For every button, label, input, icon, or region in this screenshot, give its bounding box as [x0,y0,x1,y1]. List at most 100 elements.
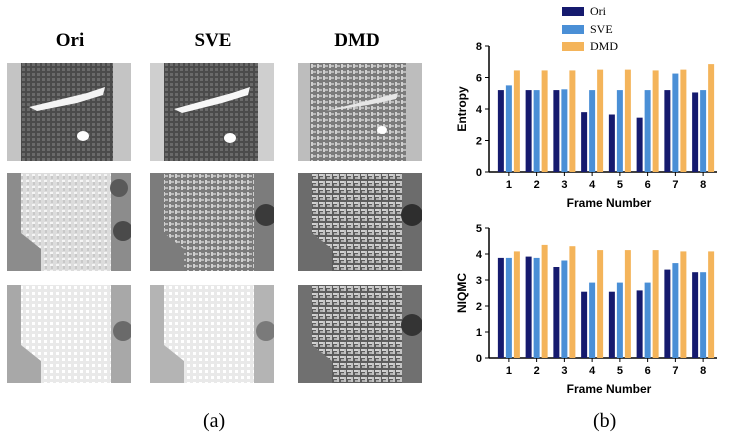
bar-entropy-sve-frame-8 [700,90,707,172]
x-tick-label: 5 [617,179,623,191]
x-tick-label: 6 [645,179,651,191]
bar-niqmc-sve-frame-5 [616,282,623,358]
column-header-sve: SVE [194,30,232,51]
x-tick-label: 8 [700,179,706,191]
bar-niqmc-sve-frame-1 [505,257,512,358]
x-tick-label: 3 [561,179,567,191]
x-tick-label: 4 [589,179,596,191]
bar-niqmc-dmd-frame-1 [513,251,520,358]
x-tick-label: 7 [672,179,678,191]
bar-entropy-sve-frame-4 [589,90,596,172]
bar-niqmc-dmd-frame-7 [680,251,687,358]
bar-entropy-sve-frame-2 [533,90,540,172]
bar-niqmc-dmd-frame-4 [597,250,604,358]
x-tick-label: 5 [617,365,623,377]
y-axis-label: Entropy [455,86,469,132]
bar-niqmc-sve-frame-2 [533,257,540,358]
bar-niqmc-sve-frame-6 [644,282,651,358]
bar-niqmc-dmd-frame-2 [541,244,548,358]
bar-entropy-sve-frame-6 [644,90,651,172]
bar-niqmc-ori-frame-5 [608,291,615,358]
x-tick-label: 1 [506,365,512,377]
image-sve-frame-3 [150,285,274,383]
x-tick-label: 8 [700,365,706,377]
column-header-dmd: DMD [334,30,380,51]
legend-label-ori: Ori [590,4,606,18]
bar-niqmc-sve-frame-4 [589,282,596,358]
legend-label-sve: SVE [590,22,613,36]
image-dmd-frame-3 [298,285,422,383]
bar-niqmc-ori-frame-1 [497,257,504,358]
caption-b: (b) [593,410,617,432]
bar-entropy-ori-frame-7 [664,90,671,172]
image-dmd-frame-1 [298,63,422,161]
image-ori-frame-1 [7,63,131,161]
bar-niqmc-sve-frame-3 [561,260,568,358]
entropy-chart: 0 2 4 6 8 Entropy 1 2 3 4 5 6 7 8 Frame Number [455,41,717,210]
bar-niqmc-ori-frame-6 [636,290,643,358]
legend-item-dmd: DMD [562,39,618,54]
bar-entropy-dmd-frame-8 [708,64,715,172]
bar-entropy-sve-frame-1 [505,85,512,172]
x-tick-label: 6 [645,365,651,377]
x-tick-label: 2 [534,365,540,377]
x-tick-label: 3 [561,365,567,377]
bar-niqmc-ori-frame-7 [664,269,671,358]
bar-niqmc-sve-frame-8 [700,272,707,358]
y-tick-label: 8 [476,41,482,53]
x-axis-label: Frame Number [567,196,652,210]
bar-entropy-dmd-frame-3 [569,70,576,172]
bar-niqmc-ori-frame-2 [525,256,532,358]
x-tick-label: 4 [589,365,596,377]
y-tick-label: 5 [476,223,482,235]
bar-niqmc-dmd-frame-5 [624,250,631,358]
caption-a: (a) [203,410,226,432]
bar-niqmc-ori-frame-8 [692,272,699,358]
legend-swatch-dmd [562,42,584,51]
bar-entropy-ori-frame-4 [581,112,588,172]
bar-niqmc-dmd-frame-8 [708,251,715,358]
column-header-ori: Ori [55,30,85,51]
y-tick-label: 0 [476,167,482,179]
bar-entropy-dmd-frame-1 [513,70,520,172]
bar-entropy-ori-frame-8 [692,92,699,172]
x-tick-label: 7 [672,365,678,377]
bar-entropy-ori-frame-5 [608,114,615,172]
bar-niqmc-dmd-frame-3 [569,246,576,358]
y-tick-label: 4 [476,249,483,261]
bar-entropy-ori-frame-3 [553,90,560,172]
bar-niqmc-ori-frame-4 [581,291,588,358]
image-sve-frame-2 [150,173,274,271]
legend-item-sve: SVE [562,22,613,37]
bar-entropy-ori-frame-6 [636,117,643,172]
bar-entropy-sve-frame-7 [672,73,679,172]
legend-swatch-sve [562,25,584,34]
image-sve-frame-1 [150,63,274,161]
bar-niqmc-dmd-frame-6 [652,250,659,358]
x-axis-label: Frame Number [567,382,652,396]
bar-entropy-ori-frame-2 [525,90,532,172]
image-ori-frame-3 [7,285,131,383]
bar-entropy-dmd-frame-5 [624,69,631,172]
legend-swatch-ori [562,7,584,16]
y-tick-label: 6 [476,73,482,85]
y-tick-label: 1 [476,327,482,339]
bar-niqmc-sve-frame-7 [672,263,679,358]
bar-entropy-dmd-frame-6 [652,70,659,172]
x-tick-label: 1 [506,179,512,191]
bar-entropy-ori-frame-1 [497,90,504,172]
bar-entropy-dmd-frame-4 [597,69,604,172]
legend-label-dmd: DMD [590,39,619,53]
bar-entropy-sve-frame-3 [561,89,568,172]
y-tick-label: 3 [476,275,482,287]
y-tick-label: 2 [476,136,482,148]
image-ori-frame-2 [7,173,131,271]
bar-entropy-dmd-frame-2 [541,70,548,172]
y-tick-label: 0 [476,353,482,365]
legend-item-ori: Ori [562,4,606,19]
y-tick-label: 2 [476,301,482,313]
image-dmd-frame-2 [298,173,422,271]
niqmc-chart: 0 1 2 3 4 5 NIQMC 1 2 3 4 5 6 7 8 Frame Number [455,223,717,396]
x-tick-label: 2 [534,179,540,191]
bar-entropy-dmd-frame-7 [680,69,687,172]
